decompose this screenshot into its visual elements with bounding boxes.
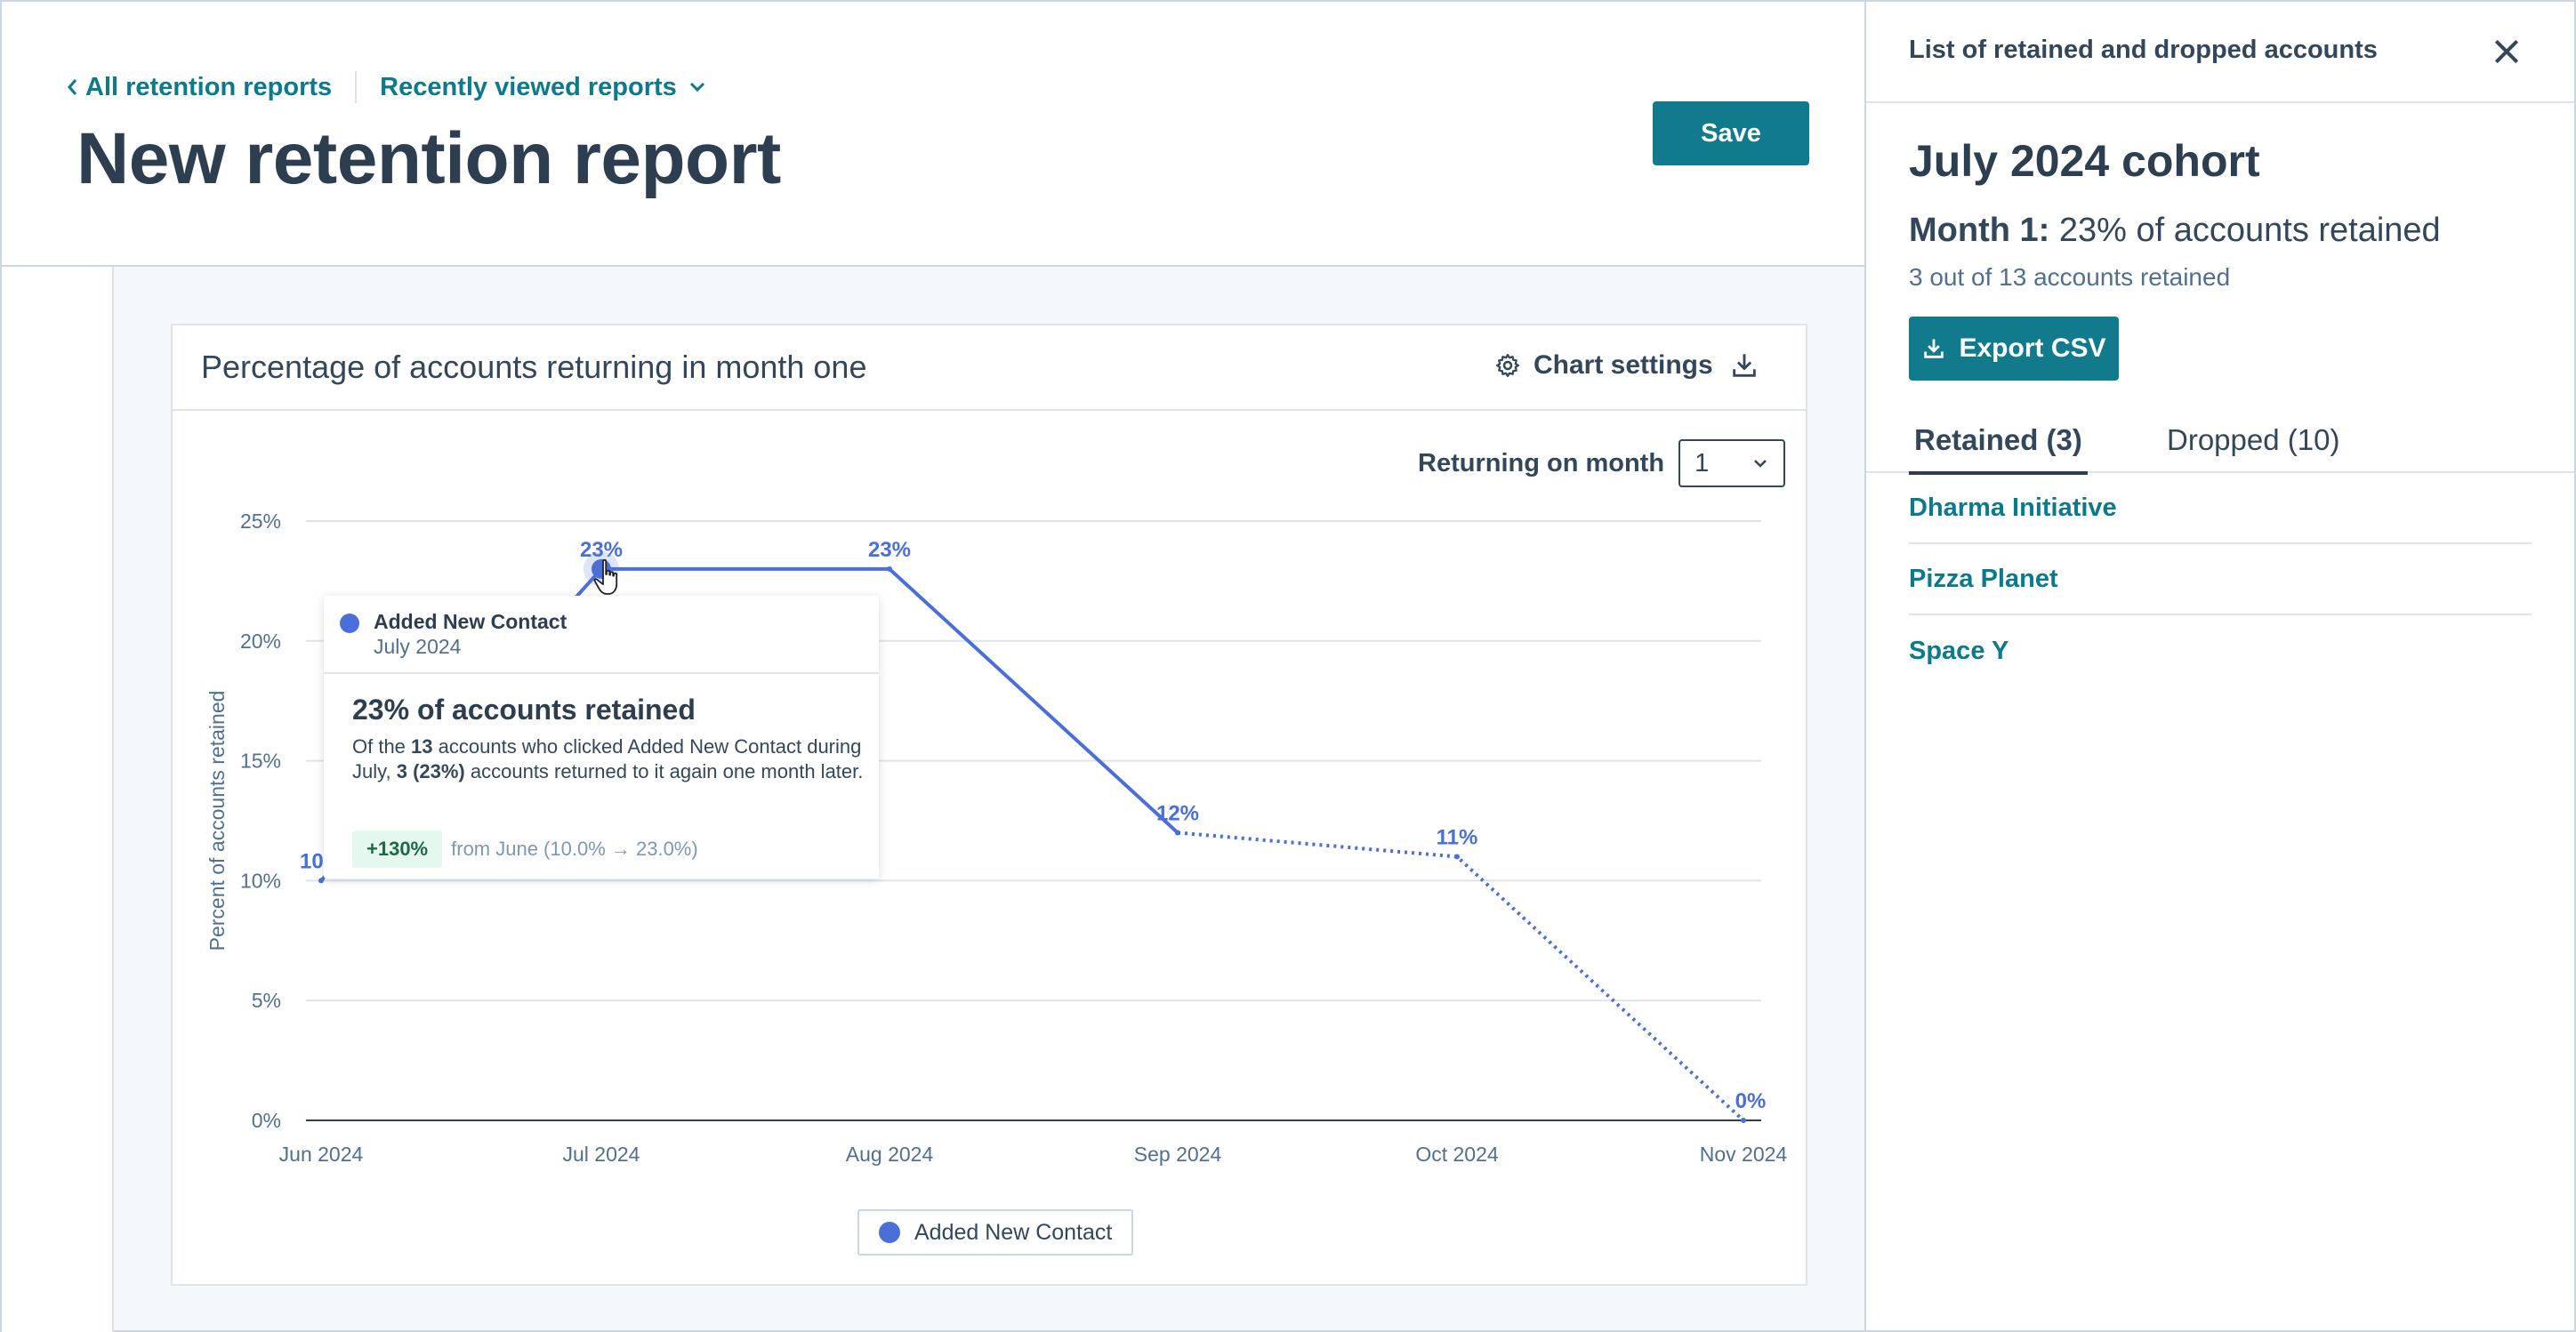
tooltip-change: +130% from June (10.0% → 23.0%) [352,830,698,868]
tooltip-header: Added New Contact July 2024 [324,596,879,674]
x-tick-label: Aug 2024 [846,1143,934,1166]
accounts-tabs: Retained (3) Dropped (10) [1866,420,2574,475]
x-tick-label: Jun 2024 [279,1143,364,1166]
legend-series-marker [879,1222,900,1243]
retained-count-text: 3 out of 13 accounts retained [1909,263,2231,291]
chart-legend[interactable]: Added New Contact [857,1209,1134,1256]
tooltip-series-marker [340,614,359,633]
cohort-title: July 2024 cohort [1909,136,2260,186]
export-csv-button[interactable]: Export CSV [1909,317,2119,381]
y-tick-label: 0% [252,1109,281,1132]
month-stat-value: 23% of accounts retained [2058,212,2441,249]
data-label: 0% [1735,1089,1767,1113]
tab-retained[interactable]: Retained (3) [1909,423,2088,475]
close-panel-button[interactable] [2489,34,2524,74]
change-from-text: from June (10.0% → 23.0%) [451,838,698,860]
returning-month-label: Returning on month [1418,448,1665,477]
chart-title: Percentage of accounts returning in mont… [201,349,867,385]
data-label: 23% [580,538,623,562]
account-link[interactable]: Pizza Planet [1909,544,2532,615]
account-link[interactable]: Dharma Initiative [1909,473,2532,544]
change-badge: +130% [352,830,443,868]
x-tick-label: Oct 2024 [1415,1143,1499,1166]
report-header: All retention reports Recently viewed re… [2,2,1864,267]
month-stat-label: Month 1: [1909,212,2050,249]
data-label: 11% [1437,825,1478,849]
tooltip-text-part: accounts who clicked Added New Contact d… [352,735,862,782]
data-point [1454,854,1460,860]
y-tick-label: 5% [252,989,281,1012]
y-tick-label: 20% [240,630,281,653]
x-tick-label: Sep 2024 [1134,1143,1222,1166]
month-retention-stat: Month 1: 23% of accounts retained [1909,212,2441,250]
download-icon [1733,354,1756,377]
retained-accounts-list: Dharma Initiative Pizza Planet Space Y [1909,473,2532,686]
series-line-projected [1177,830,1745,1122]
returning-month-value: 1 [1695,448,1710,477]
breadcrumb: All retention reports Recently viewed re… [66,71,707,103]
all-retention-reports-link[interactable]: All retention reports [66,73,332,102]
tooltip-title: 23% of accounts retained [352,694,696,726]
x-tick-label: Jul 2024 [563,1143,640,1166]
chevron-down-icon [1754,460,1767,468]
data-label: 12% [1156,801,1199,825]
tooltip-series-name: Added New Contact [374,610,568,633]
side-panel-header: List of retained and dropped accounts [1866,2,2574,103]
chevron-down-icon [689,82,704,92]
download-chart-button[interactable] [1729,350,1759,385]
y-axis-label: Percent of accounts retained [205,691,229,951]
returning-month-control: Returning on month 1 [1418,439,1786,487]
tooltip-text-part: Of the [352,735,412,758]
returning-month-select[interactable]: 1 [1678,439,1786,487]
x-tick-label: Nov 2024 [1700,1143,1788,1166]
chart-card-header: Percentage of accounts returning in mont… [173,325,1806,411]
data-point [1175,830,1180,836]
hand-cursor-icon [593,558,618,595]
all-retention-reports-label: All retention reports [85,72,333,101]
y-tick-label: 25% [240,510,281,533]
chart-settings-label: Chart settings [1534,350,1713,380]
chart-tooltip: Added New Contact July 2024 23% of accou… [324,596,879,879]
data-point [887,566,892,572]
side-panel-title: List of retained and dropped accounts [1909,36,2378,64]
legend-series-label: Added New Contact [914,1219,1113,1245]
recently-viewed-reports-label: Recently viewed reports [380,72,677,101]
y-tick-label: 15% [240,750,281,773]
save-button[interactable]: Save [1653,101,1809,165]
data-point [318,878,324,884]
accounts-side-panel: List of retained and dropped accounts Ju… [1864,0,2576,1332]
download-icon [1924,339,1944,358]
tooltip-returned-accounts: 3 (23%) [396,760,465,782]
page-title: New retention report [76,118,781,199]
tooltip-description: Of the 13 accounts who clicked Added New… [352,734,868,784]
recently-viewed-reports-dropdown[interactable]: Recently viewed reports [380,73,707,102]
gear-icon [1496,354,1519,377]
close-icon [2494,39,2519,64]
account-link[interactable]: Space Y [1909,636,2009,665]
chart-settings-button[interactable]: Chart settings [1494,350,1713,381]
left-rail [2,267,114,1332]
data-label: 23% [868,538,911,562]
tab-dropped[interactable]: Dropped (10) [2167,423,2340,456]
export-csv-label: Export CSV [1959,333,2106,363]
tooltip-text-part: accounts returned to it again one month … [464,760,864,782]
y-tick-label: 10% [240,869,281,892]
chevron-left-icon [68,79,77,95]
data-point [1741,1118,1746,1123]
tooltip-total-accounts: 13 [411,735,433,758]
tooltip-date: July 2024 [374,635,462,658]
breadcrumb-divider [355,71,358,103]
